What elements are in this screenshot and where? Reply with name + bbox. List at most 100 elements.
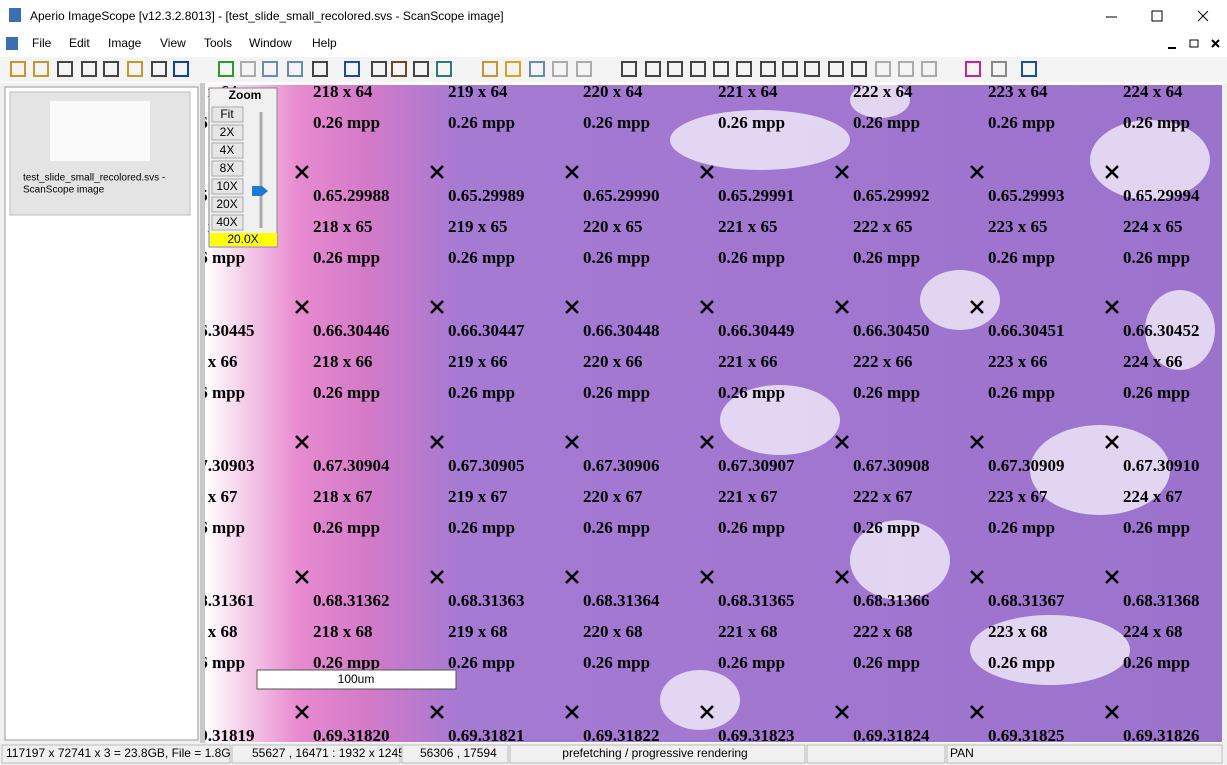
tile-mpp: 0.26 mpp (1123, 383, 1190, 402)
tile-size: 224 x 68 (1123, 622, 1183, 641)
toolbar-button[interactable] (552, 61, 568, 77)
thumbnail-caption: test_slide_small_recolored.svs - (23, 173, 165, 184)
tile-size: 222 x 64 (853, 82, 913, 101)
zoom-button[interactable] (211, 196, 244, 213)
tile-size: 222 x 68 (853, 622, 913, 641)
toolbar-button[interactable] (804, 61, 820, 77)
zoom-slider-thumb[interactable] (252, 186, 268, 196)
tile-size: 220 x 66 (583, 352, 643, 371)
zoom-button[interactable] (211, 106, 244, 123)
toolbar-button[interactable] (344, 61, 360, 77)
toolbar-button[interactable] (1021, 61, 1037, 77)
status-pane (231, 744, 401, 764)
toolbar-button[interactable] (645, 61, 661, 77)
tile-id: 0.66.30445 (178, 321, 255, 340)
toolbar-button[interactable] (33, 61, 49, 77)
tile-id: 0.69.31823 (718, 726, 795, 745)
tile-id: 0.67.30903 (178, 456, 255, 475)
toolbar-button[interactable] (529, 61, 545, 77)
toolbar-button[interactable] (127, 61, 143, 77)
tile-mpp: 0.26 mpp (853, 248, 920, 267)
toolbar-button[interactable] (262, 61, 278, 77)
toolbar-button[interactable] (151, 61, 167, 77)
toolbar-button[interactable] (482, 61, 498, 77)
tile-mpp: 0.26 mpp (988, 248, 1055, 267)
toolbar-button[interactable] (240, 61, 256, 77)
zoom-button[interactable] (211, 160, 244, 177)
zoom-button-label: 10X (216, 179, 237, 193)
mdi-restore[interactable] (1189, 39, 1199, 48)
toolbar-button[interactable] (81, 61, 97, 77)
toolbar-button[interactable] (10, 61, 26, 77)
toolbar-button[interactable] (690, 61, 706, 77)
splitter[interactable] (200, 83, 205, 743)
tile-size: 220 x 67 (583, 487, 643, 506)
tile-marker (565, 435, 579, 449)
menu-item[interactable]: View (160, 36, 186, 50)
toolbar-button[interactable] (760, 61, 776, 77)
zoom-button[interactable] (211, 124, 244, 141)
toolbar-button[interactable] (828, 61, 844, 77)
zoom-button[interactable] (211, 142, 244, 159)
menu-item[interactable]: Help (312, 36, 337, 50)
zoom-button[interactable] (211, 214, 244, 231)
tile-mpp: 0.26 mpp (718, 383, 785, 402)
toolbar-button[interactable] (391, 61, 407, 77)
tile-size: 222 x 65 (853, 217, 913, 236)
tile-size: 224 x 67 (1123, 487, 1183, 506)
close-button[interactable] (1197, 10, 1209, 22)
tile-marker (700, 435, 714, 449)
toolbar-button[interactable] (782, 61, 798, 77)
tile-id: 0.68.31365 (718, 591, 795, 610)
tile-mpp: 0.26 mpp (178, 248, 245, 267)
tile-size: 221 x 67 (718, 487, 778, 506)
toolbar-button[interactable] (921, 61, 937, 77)
toolbar-button[interactable] (875, 61, 891, 77)
status-text: 117197 x 72741 x 3 = 23.8GB, File = 1.8G… (6, 746, 239, 760)
zoom-button[interactable] (211, 178, 244, 195)
tile-id: 0.69.31824 (853, 726, 930, 745)
mdi-close[interactable] (1211, 39, 1220, 48)
tile-size: 219 x 67 (448, 487, 508, 506)
toolbar-button[interactable] (57, 61, 73, 77)
maximize-button[interactable] (1151, 10, 1163, 22)
menu-item[interactable]: Tools (204, 36, 232, 50)
menu-item[interactable]: Edit (69, 36, 90, 50)
tile-size: 223 x 68 (988, 622, 1048, 641)
toolbar-button[interactable] (505, 61, 521, 77)
toolbar-button[interactable] (991, 61, 1007, 77)
tile-id: 0.69.31826 (1123, 726, 1200, 745)
menu-item[interactable]: File (32, 36, 52, 50)
toolbar-button[interactable] (173, 61, 189, 77)
toolbar-button[interactable] (667, 61, 683, 77)
toolbar-button[interactable] (312, 61, 328, 77)
toolbar-button[interactable] (736, 61, 752, 77)
toolbar-button[interactable] (371, 61, 387, 77)
tile-mpp: 0.26 mpp (988, 653, 1055, 672)
toolbar-button[interactable] (287, 61, 303, 77)
toolbar-button[interactable] (713, 61, 729, 77)
toolbar-button[interactable] (436, 61, 452, 77)
tile-marker (835, 165, 849, 179)
tile-size: 223 x 67 (988, 487, 1048, 506)
toolbar-button[interactable] (965, 61, 981, 77)
toolbar-button[interactable] (851, 61, 867, 77)
toolbar-button[interactable] (898, 61, 914, 77)
toolbar-button[interactable] (621, 61, 637, 77)
tile-marker (430, 570, 444, 584)
tile-marker (970, 165, 984, 179)
toolbar-button[interactable] (218, 61, 234, 77)
tile-marker (565, 570, 579, 584)
menu-item[interactable]: Window (249, 36, 292, 50)
tile-marker (700, 570, 714, 584)
menu-item[interactable]: Image (108, 36, 142, 50)
toolbar-button[interactable] (103, 61, 119, 77)
tile-id: 0.69.31820 (313, 726, 390, 745)
toolbar-button[interactable] (413, 61, 429, 77)
tile-id: 0.69.31821 (448, 726, 525, 745)
tile-size: 221 x 68 (718, 622, 778, 641)
thumbnail-image (50, 101, 150, 161)
status-pane (509, 744, 806, 764)
toolbar-button[interactable] (576, 61, 592, 77)
